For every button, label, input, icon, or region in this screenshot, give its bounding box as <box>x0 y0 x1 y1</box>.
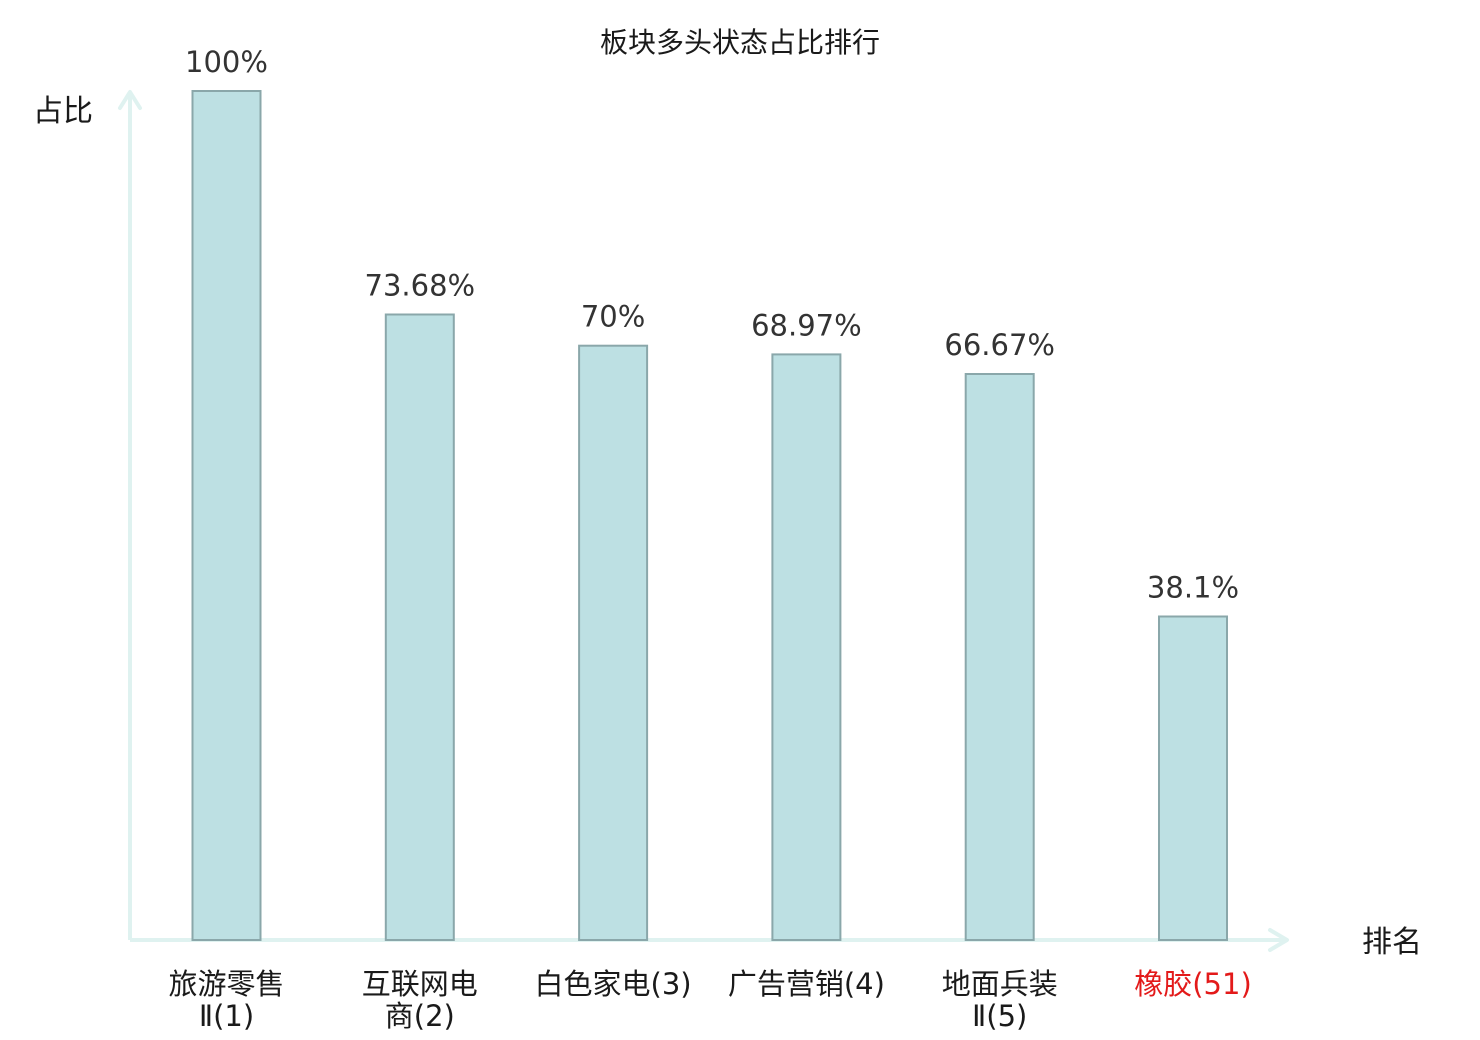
category-label: Ⅱ(5) <box>972 999 1027 1033</box>
bar-value-label: 68.97% <box>751 308 862 342</box>
category-label: 商(2) <box>385 999 455 1033</box>
x-axis <box>130 928 1289 952</box>
bar-value-label: 70% <box>581 300 645 334</box>
bar <box>964 373 1035 941</box>
category-label: 旅游零售 <box>168 967 284 1001</box>
chart-title: 板块多头状态占比排行 <box>600 26 880 59</box>
category-label: 地面兵装 <box>942 967 1058 1001</box>
x-axis-label: 排名 <box>1362 925 1422 960</box>
bar <box>384 313 455 941</box>
value-labels-group: 100% 73.68% 70% 68.97% 66.67% 38.1% <box>185 45 1239 605</box>
bar <box>1158 615 1228 941</box>
y-axis <box>118 90 142 940</box>
category-label: 白色家电(3) <box>535 967 692 1001</box>
category-label: 互联网电 <box>362 967 478 1001</box>
bar <box>191 90 262 941</box>
category-label: 橡胶(51) <box>1134 967 1252 1001</box>
category-label: 广告营销(4) <box>728 967 885 1001</box>
bar-value-label: 100% <box>185 45 268 79</box>
bars-group <box>191 90 1228 941</box>
bar <box>578 344 649 941</box>
bar-value-label: 66.67% <box>944 328 1055 362</box>
bar-value-label: 73.68% <box>365 269 476 303</box>
bar <box>771 353 842 941</box>
x-axis-arrowhead <box>1268 928 1289 952</box>
category-label: Ⅱ(1) <box>199 999 254 1033</box>
y-axis-label: 占比 <box>33 94 93 129</box>
bar-value-label: 38.1% <box>1147 571 1239 605</box>
y-axis-arrowhead <box>118 90 142 110</box>
